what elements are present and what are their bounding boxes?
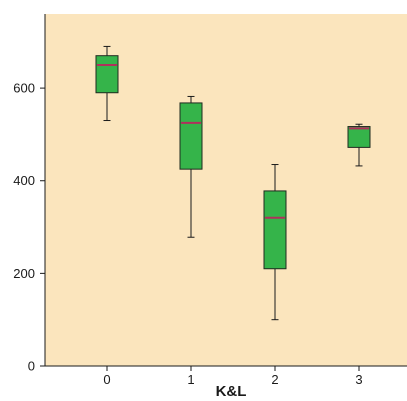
y-tick-label-600: 600: [13, 81, 35, 96]
boxes-layer: [95, 45, 371, 321]
x-tick-label-2: 2: [271, 372, 278, 387]
y-tick-label-0: 0: [28, 359, 35, 374]
box-iqr-2: [263, 190, 287, 270]
x-tick-label-1: 1: [187, 372, 194, 387]
box-1: [179, 95, 203, 238]
y-ticks-layer: 0 200 400 600: [13, 81, 45, 374]
box-iqr-0: [95, 55, 119, 94]
x-tick-label-0: 0: [103, 372, 110, 387]
box-2: [263, 164, 287, 321]
y-tick-label-200: 200: [13, 266, 35, 281]
x-axis-title: K&L: [216, 383, 247, 400]
box-iqr-3: [347, 126, 371, 148]
box-iqr-1: [179, 102, 203, 170]
box-3: [347, 123, 371, 167]
y-tick-label-400: 400: [13, 173, 35, 188]
box-0: [95, 45, 119, 122]
x-ticks-layer: 0 1 2 3: [103, 366, 363, 387]
x-tick-label-3: 3: [355, 372, 362, 387]
